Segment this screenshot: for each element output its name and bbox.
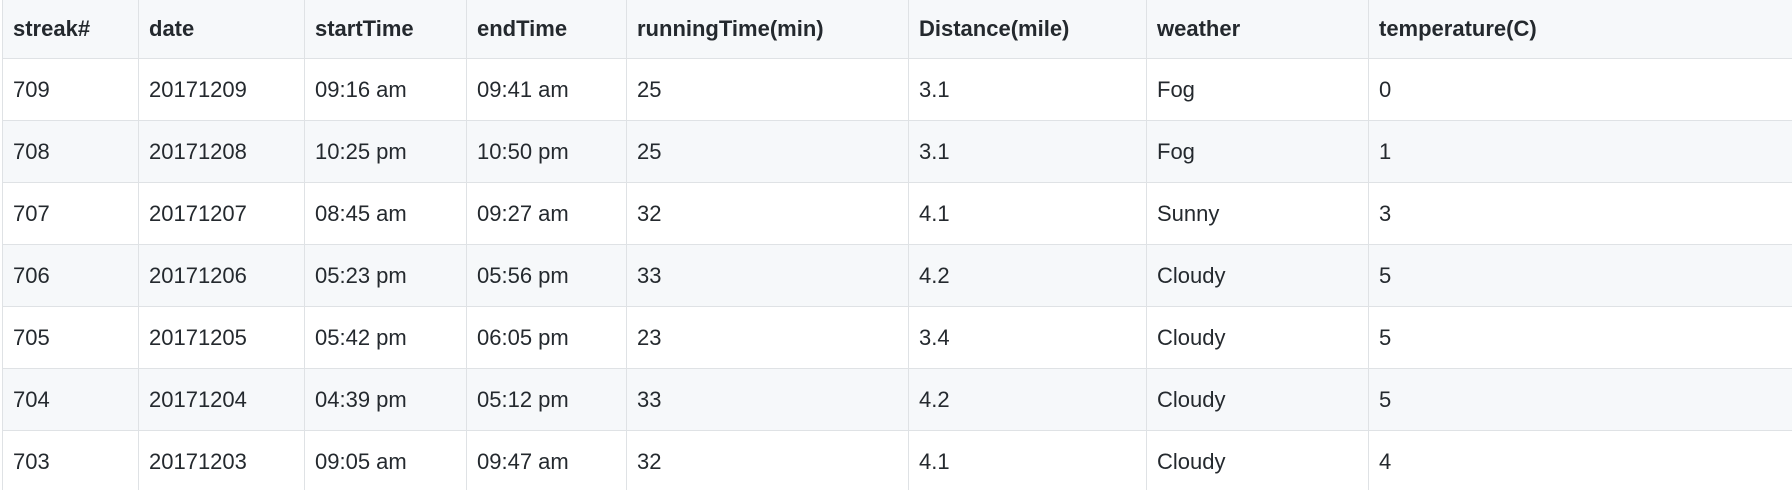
table-row: 707 20171207 08:45 am 09:27 am 32 4.1 Sunny 3 — [2, 182, 1792, 245]
cell-start-time: 04:39 pm — [304, 368, 467, 431]
cell-end-time: 06:05 pm — [466, 306, 627, 369]
header-date: date — [138, 0, 305, 59]
cell-end-time: 09:41 am — [466, 58, 627, 121]
cell-running-time: 23 — [626, 306, 909, 369]
cell-temperature: 0 — [1368, 58, 1792, 121]
cell-streak: 703 — [2, 430, 139, 490]
cell-streak: 707 — [2, 182, 139, 245]
cell-weather: Cloudy — [1146, 306, 1369, 369]
cell-weather: Sunny — [1146, 182, 1369, 245]
cell-temperature: 5 — [1368, 306, 1792, 369]
cell-weather: Cloudy — [1146, 244, 1369, 307]
cell-end-time: 05:12 pm — [466, 368, 627, 431]
cell-running-time: 33 — [626, 244, 909, 307]
header-start-time: startTime — [304, 0, 467, 59]
table-row: 709 20171209 09:16 am 09:41 am 25 3.1 Fog 0 — [2, 58, 1792, 121]
cell-distance: 3.1 — [908, 58, 1147, 121]
cell-date: 20171208 — [138, 120, 305, 183]
cell-start-time: 10:25 pm — [304, 120, 467, 183]
cell-distance: 4.2 — [908, 368, 1147, 431]
cell-weather: Cloudy — [1146, 368, 1369, 431]
cell-distance: 4.2 — [908, 244, 1147, 307]
table-row: 705 20171205 05:42 pm 06:05 pm 23 3.4 Cloudy 5 — [2, 306, 1792, 369]
cell-streak: 704 — [2, 368, 139, 431]
cell-end-time: 09:47 am — [466, 430, 627, 490]
cell-end-time: 10:50 pm — [466, 120, 627, 183]
cell-date: 20171207 — [138, 182, 305, 245]
header-temperature: temperature(C) — [1368, 0, 1792, 59]
table-body: 709 20171209 09:16 am 09:41 am 25 3.1 Fog 0 708 2… — [2, 58, 1792, 490]
table-row: 708 20171208 10:25 pm 10:50 pm 25 3.1 Fog 1 — [2, 120, 1792, 183]
table-row: 703 20171203 09:05 am 09:47 am 32 4.1 Cloudy 4 — [2, 430, 1792, 490]
cell-start-time: 08:45 am — [304, 182, 467, 245]
cell-streak: 706 — [2, 244, 139, 307]
cell-date: 20171203 — [138, 430, 305, 490]
header-row: streak# date startTime endTime runningTi… — [2, 0, 1792, 59]
table-row: 704 20171204 04:39 pm 05:12 pm 33 4.2 Cloudy 5 — [2, 368, 1792, 431]
table-row: 706 20171206 05:23 pm 05:56 pm 33 4.2 Cloudy 5 — [2, 244, 1792, 307]
header-running-time: runningTime(min) — [626, 0, 909, 59]
cell-running-time: 33 — [626, 368, 909, 431]
cell-date: 20171205 — [138, 306, 305, 369]
cell-temperature: 5 — [1368, 244, 1792, 307]
cell-start-time: 05:42 pm — [304, 306, 467, 369]
cell-date: 20171209 — [138, 58, 305, 121]
cell-date: 20171204 — [138, 368, 305, 431]
cell-weather: Fog — [1146, 58, 1369, 121]
cell-start-time: 09:05 am — [304, 430, 467, 490]
cell-running-time: 32 — [626, 430, 909, 490]
cell-temperature: 4 — [1368, 430, 1792, 490]
cell-distance: 4.1 — [908, 182, 1147, 245]
cell-streak: 709 — [2, 58, 139, 121]
header-end-time: endTime — [466, 0, 627, 59]
cell-streak: 708 — [2, 120, 139, 183]
cell-end-time: 09:27 am — [466, 182, 627, 245]
cell-weather: Cloudy — [1146, 430, 1369, 490]
cell-temperature: 5 — [1368, 368, 1792, 431]
cell-streak: 705 — [2, 306, 139, 369]
cell-end-time: 05:56 pm — [466, 244, 627, 307]
header-streak: streak# — [2, 0, 139, 59]
cell-temperature: 1 — [1368, 120, 1792, 183]
cell-running-time: 32 — [626, 182, 909, 245]
cell-start-time: 09:16 am — [304, 58, 467, 121]
cell-distance: 3.4 — [908, 306, 1147, 369]
cell-weather: Fog — [1146, 120, 1369, 183]
cell-running-time: 25 — [626, 58, 909, 121]
header-distance: Distance(mile) — [908, 0, 1147, 59]
cell-temperature: 3 — [1368, 182, 1792, 245]
cell-date: 20171206 — [138, 244, 305, 307]
table-header: streak# date startTime endTime runningTi… — [2, 0, 1792, 59]
cell-running-time: 25 — [626, 120, 909, 183]
header-weather: weather — [1146, 0, 1369, 59]
cell-distance: 3.1 — [908, 120, 1147, 183]
cell-distance: 4.1 — [908, 430, 1147, 490]
cell-start-time: 05:23 pm — [304, 244, 467, 307]
